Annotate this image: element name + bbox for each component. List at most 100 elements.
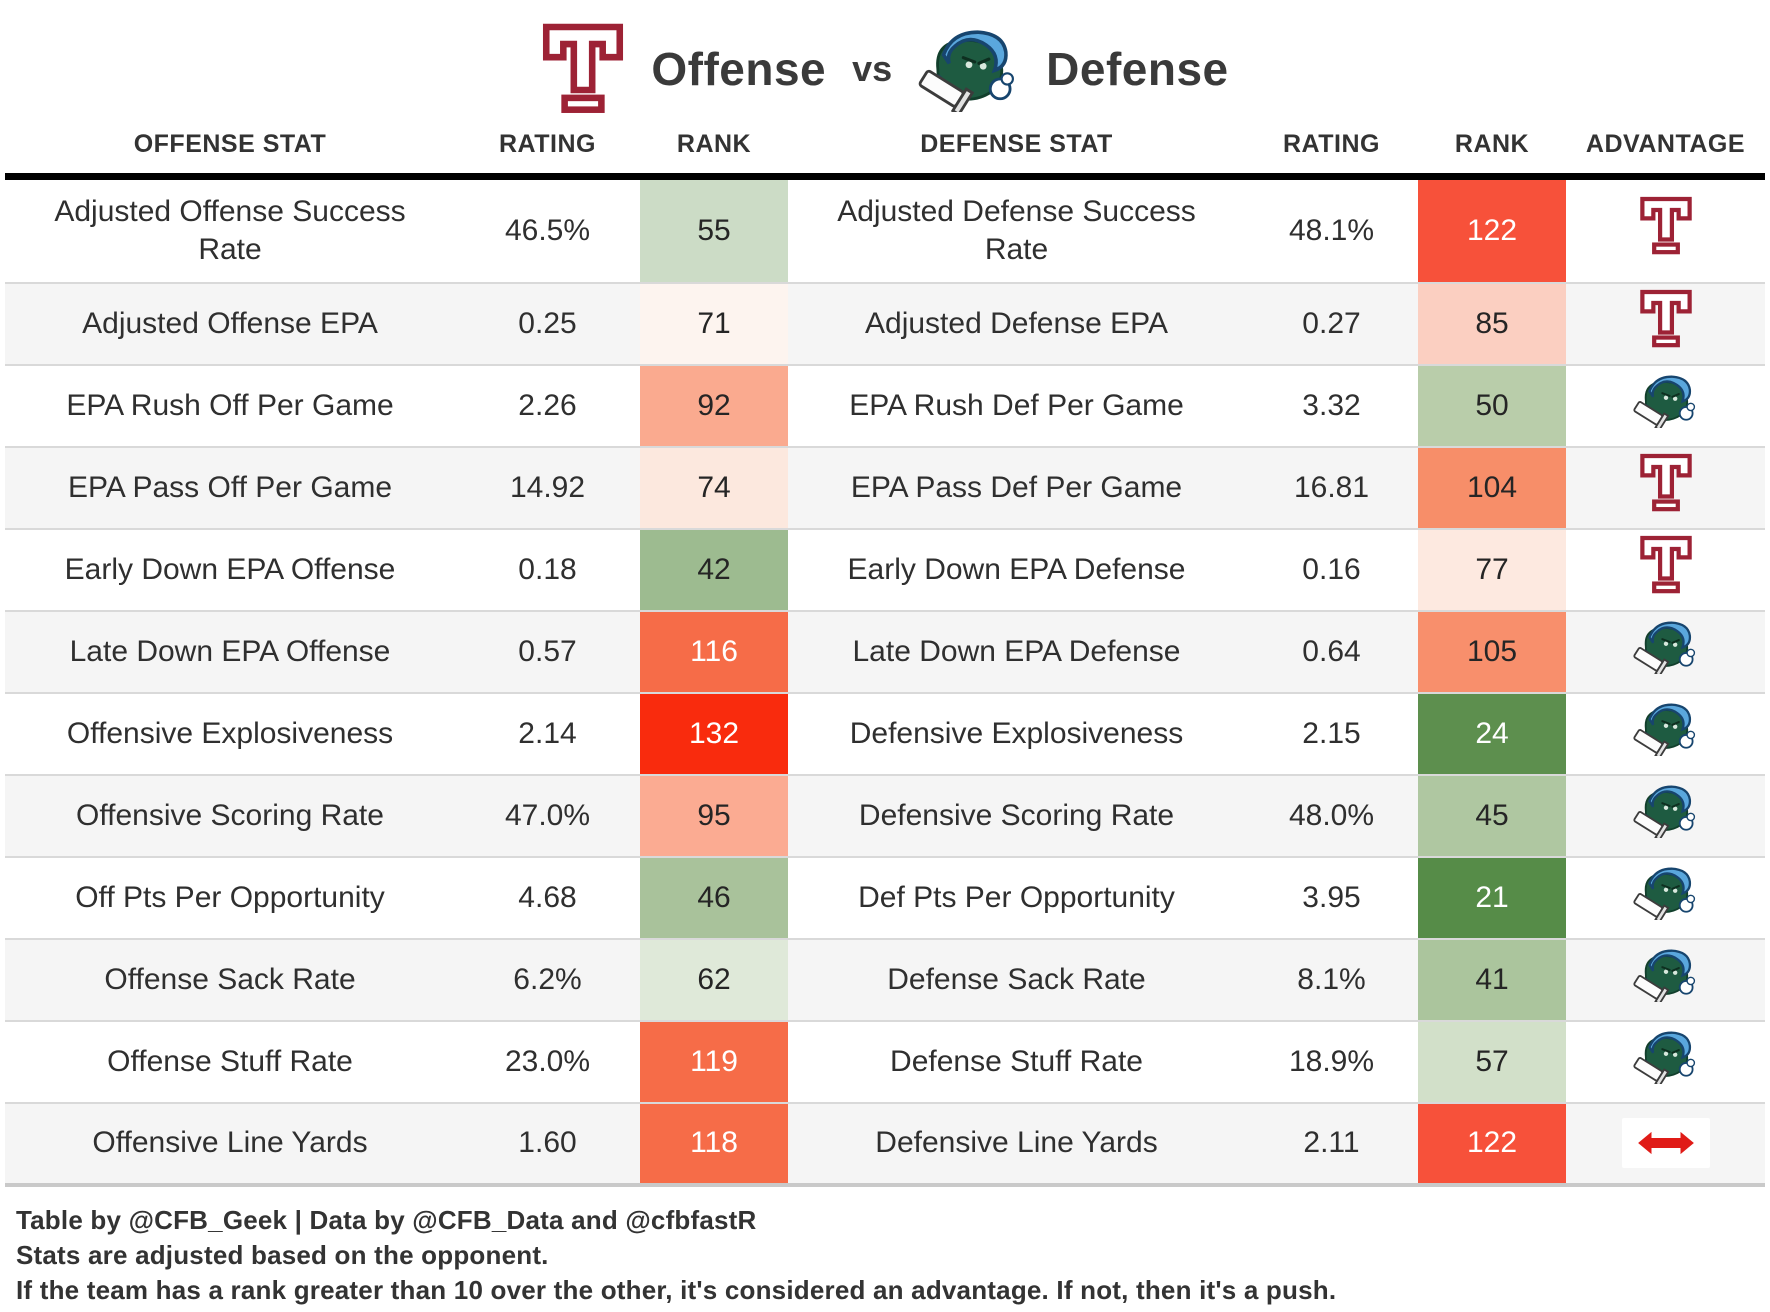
title-bar: Offense vs Defense — [0, 0, 1770, 130]
offense-rating: 0.57 — [518, 634, 577, 668]
defense-rank: 122 — [1418, 1102, 1566, 1185]
defense-rating: 0.64 — [1302, 634, 1361, 668]
offense-stat: Off Pts Per Opportunity — [75, 880, 385, 914]
defense-stat: Def Pts Per Opportunity — [858, 880, 1175, 914]
offense-rating: 1.60 — [518, 1126, 577, 1160]
advantage-cell — [1566, 857, 1765, 939]
table-row: EPA Rush Off Per Game 2.26 92 EPA Rush D… — [5, 364, 1765, 447]
defense-rating: 16.81 — [1293, 470, 1370, 504]
defense-stat: Late Down EPA Defense — [852, 634, 1181, 668]
footer-note-advantage-rule: If the team has a rank greater than 10 o… — [16, 1274, 1337, 1305]
temple-logo-icon — [1639, 451, 1693, 515]
temple-logo-icon — [1639, 194, 1693, 258]
table-row: Adjusted Offense EPA 0.25 71 Adjusted De… — [5, 282, 1765, 365]
title-defense: Defense — [1046, 43, 1229, 95]
offense-stat: Adjusted Offense Success Rate — [54, 195, 406, 266]
temple-logo-icon — [1639, 533, 1693, 597]
tulane-logo-icon — [918, 26, 1020, 112]
offense-stat: EPA Rush Off Per Game — [66, 388, 394, 422]
table-row: Offensive Scoring Rate 47.0% 95 Defensiv… — [5, 774, 1765, 857]
offense-rating: 6.2% — [513, 962, 582, 996]
temple-logo-icon — [1639, 287, 1693, 351]
offense-stat: Adjusted Offense EPA — [82, 306, 378, 340]
defense-rating: 2.11 — [1303, 1126, 1360, 1160]
defense-rank: 85 — [1418, 282, 1566, 365]
defense-rank: 24 — [1418, 692, 1566, 775]
offense-rating: 2.26 — [518, 388, 577, 422]
defense-rating: 48.0% — [1288, 798, 1375, 832]
tulane-logo-icon — [1633, 373, 1699, 428]
advantage-cell — [1566, 775, 1765, 857]
col-offense-rank: RANK — [676, 130, 752, 158]
defense-rank: 41 — [1418, 938, 1566, 1021]
offense-stat: Offensive Scoring Rate — [76, 798, 384, 832]
offense-rating: 0.18 — [518, 552, 577, 586]
defense-stat: Defensive Scoring Rate — [858, 798, 1175, 832]
offense-rank: 71 — [640, 282, 788, 365]
defense-rank: 77 — [1418, 528, 1566, 611]
offense-rank: 46 — [640, 856, 788, 939]
defense-rank: 104 — [1418, 446, 1566, 529]
offense-stat: Late Down EPA Offense — [69, 634, 391, 668]
advantage-cell — [1566, 693, 1765, 775]
defense-stat: EPA Pass Def Per Game — [850, 470, 1183, 504]
defense-rating: 0.16 — [1302, 552, 1361, 586]
offense-rating: 23.0% — [504, 1044, 591, 1078]
table-body: Adjusted Offense Success Rate 46.5% 55 A… — [5, 176, 1765, 1185]
defense-rating: 18.9% — [1288, 1044, 1375, 1078]
defense-stat: Defensive Line Yards — [875, 1126, 1158, 1160]
advantage-cell — [1566, 1103, 1765, 1185]
footer-note-adjusted: Stats are adjusted based on the opponent… — [16, 1239, 549, 1270]
defense-rating: 8.1% — [1297, 962, 1366, 996]
offense-stat: Offense Sack Rate — [104, 962, 356, 996]
table-row: EPA Pass Off Per Game 14.92 74 EPA Pass … — [5, 446, 1765, 529]
footer-credit: Table by @CFB_Geek | Data by @CFB_Data a… — [16, 1204, 757, 1235]
tulane-logo-icon — [1633, 701, 1699, 756]
offense-rating: 2.14 — [518, 716, 577, 750]
offense-rank: 92 — [640, 364, 788, 447]
col-defense-stat: DEFENSE STAT — [920, 130, 1113, 158]
offense-rating: 47.0% — [504, 798, 591, 832]
offense-rank: 118 — [640, 1102, 788, 1185]
tulane-logo-icon — [1633, 947, 1699, 1002]
offense-rank: 119 — [640, 1020, 788, 1103]
table-row: Adjusted Offense Success Rate 46.5% 55 A… — [5, 176, 1765, 283]
col-advantage: ADVANTAGE — [1585, 130, 1746, 158]
defense-rating: 0.27 — [1302, 306, 1361, 340]
offense-rank: 62 — [640, 938, 788, 1021]
offense-rank: 42 — [640, 528, 788, 611]
offense-stat: Offense Stuff Rate — [107, 1044, 353, 1078]
defense-rank: 105 — [1418, 610, 1566, 693]
defense-rank: 57 — [1418, 1020, 1566, 1103]
offense-stat: Offensive Explosiveness — [66, 716, 394, 750]
offense-rank: 74 — [640, 446, 788, 529]
tulane-logo-icon — [1633, 865, 1699, 920]
advantage-cell — [1566, 939, 1765, 1021]
push-arrow-icon — [1621, 1117, 1710, 1168]
advantage-cell — [1566, 447, 1765, 529]
advantage-cell — [1566, 177, 1765, 283]
offense-rank: 116 — [640, 610, 788, 693]
advantage-cell — [1566, 283, 1765, 365]
advantage-cell — [1566, 611, 1765, 693]
footer-notes: Table by @CFB_Geek | Data by @CFB_Data a… — [16, 1203, 1770, 1308]
defense-stat: Early Down EPA Defense — [847, 552, 1186, 586]
offense-rating: 14.92 — [509, 470, 586, 504]
table-row: Offensive Line Yards 1.60 118 Defensive … — [5, 1102, 1765, 1185]
defense-rating: 2.15 — [1302, 716, 1361, 750]
offense-rank: 132 — [640, 692, 788, 775]
defense-stat: Defense Stuff Rate — [890, 1044, 1143, 1078]
title-vs: vs — [852, 48, 893, 89]
col-defense-rating: RATING — [1283, 130, 1380, 158]
offense-rating: 4.68 — [518, 880, 577, 914]
title-offense: Offense — [651, 43, 827, 95]
offense-rank: 55 — [640, 176, 788, 283]
defense-rank: 45 — [1418, 774, 1566, 857]
defense-stat: Defense Sack Rate — [887, 962, 1146, 996]
col-offense-stat: OFFENSE STAT — [133, 130, 327, 158]
defense-rank: 122 — [1418, 176, 1566, 283]
advantage-cell — [1566, 529, 1765, 611]
offense-rating: 46.5% — [504, 214, 591, 247]
offense-stat: EPA Pass Off Per Game — [67, 470, 393, 504]
table-row: Offense Sack Rate 6.2% 62 Defense Sack R… — [5, 938, 1765, 1021]
